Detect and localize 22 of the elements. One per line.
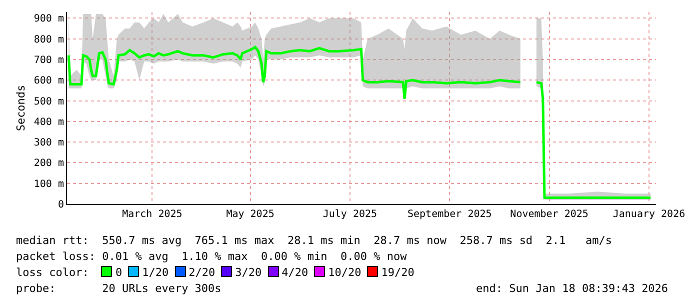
x-tick-label: January 2026 xyxy=(612,209,686,220)
x-tick-label: November 2025 xyxy=(510,209,588,220)
y-tick-label: 700 m xyxy=(34,54,64,66)
y-tick-label: 600 m xyxy=(34,76,64,87)
y-tick-label: 800 m xyxy=(34,34,64,46)
y-axis-title: Seconds xyxy=(14,84,28,132)
x-tick-label: September 2025 xyxy=(407,209,492,220)
y-tick-label: 200 m xyxy=(34,158,64,170)
y-tick-label: 400 m xyxy=(34,116,64,128)
y-tick-label: 0 xyxy=(58,200,64,210)
text: loss color: 0 1/20 2/20 3/20 4/20 10/20 19/20 xyxy=(16,266,414,279)
x-tick-label: July 2025 xyxy=(322,209,378,220)
y-tick-label: 500 m xyxy=(34,96,64,108)
text: median rtt: 550.7 ms avg 765.1 ms max 28.1 ms min 28.7 ms now 258.7 ms sd 2.1 am/s xyxy=(16,234,612,247)
y-tick-label: 900 m xyxy=(34,14,64,25)
x-tick-label: March 2025 xyxy=(122,209,182,220)
text: end: Sun Jan 18 08:39:43 2026 xyxy=(476,281,668,297)
text: packet loss: 0.01 % avg 1.10 % max 0.00 % min 0.00 % now xyxy=(16,250,407,263)
text: probe: 20 URLs every 300s xyxy=(16,282,222,295)
y-tick-label: 300 m xyxy=(34,138,64,149)
y-tick-label: 100 m xyxy=(34,178,64,190)
x-tick-label: May 2025 xyxy=(226,209,274,220)
